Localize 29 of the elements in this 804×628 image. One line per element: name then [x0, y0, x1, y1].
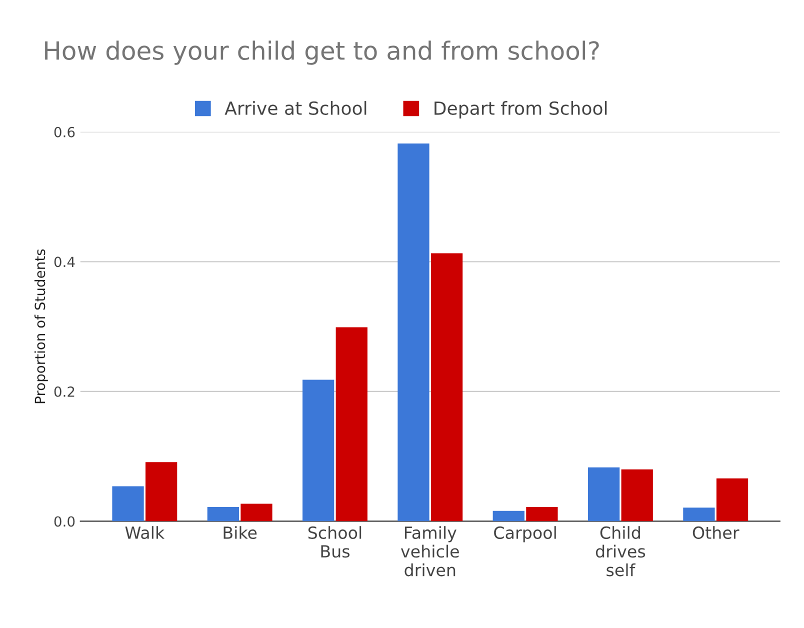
bar — [492, 510, 524, 522]
legend-label: Arrive at School — [224, 101, 366, 116]
bar — [683, 508, 715, 522]
x-tick-label: Family vehicle driven — [400, 526, 459, 576]
x-tick-label: Child drives self — [596, 526, 646, 576]
y-axis-title: Proportion of Students — [34, 249, 48, 404]
y-tick-label: 0.4 — [54, 256, 75, 268]
bar — [430, 253, 463, 522]
x-tick-label: School Bus — [308, 526, 362, 558]
x-tick-label: Bike — [224, 526, 257, 539]
x-tick-label: Walk — [125, 526, 165, 539]
bar — [398, 144, 430, 522]
bar — [588, 467, 620, 522]
y-tick-label: 0.0 — [54, 516, 75, 527]
bar — [207, 506, 239, 522]
y-tick-label: 0.6 — [54, 126, 75, 138]
bar — [716, 478, 748, 522]
bar — [621, 469, 653, 522]
legend-label: Depart from School — [434, 101, 607, 119]
bar — [302, 380, 334, 522]
x-tick-label: Carpool — [494, 526, 556, 542]
chart-title: How does your child get to and from school? — [45, 40, 599, 65]
bar — [112, 486, 144, 522]
bar — [146, 462, 178, 522]
x-tick-label: Other — [692, 526, 740, 539]
bar — [336, 327, 368, 522]
y-tick-label: 0.2 — [54, 386, 74, 397]
bar — [240, 504, 272, 522]
bar — [526, 506, 558, 522]
